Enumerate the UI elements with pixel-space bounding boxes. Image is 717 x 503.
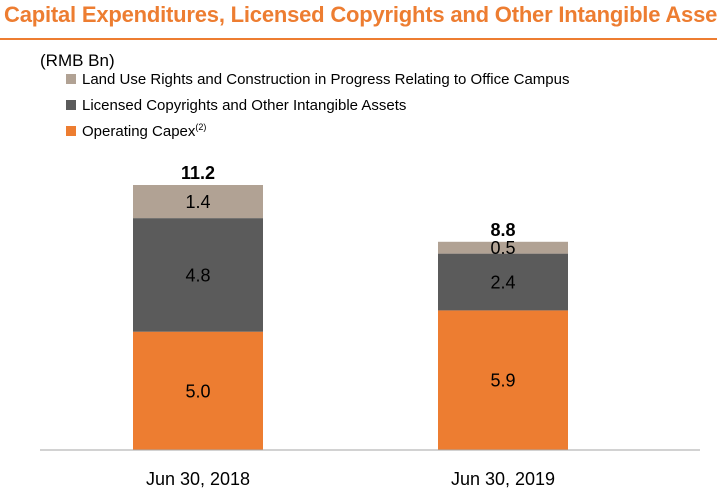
bar-operating-2 bbox=[438, 310, 568, 450]
legend-label-operating: Operating Capex(2) bbox=[82, 122, 206, 140]
data-label-licensed-2: 2.4 bbox=[490, 272, 515, 292]
bar-licensed-1 bbox=[133, 218, 263, 332]
legend-label-operating-text: Operating Capex bbox=[82, 123, 196, 140]
legend-swatch-land-use bbox=[66, 74, 76, 84]
legend-label-licensed: Licensed Copyrights and Other Intangible… bbox=[82, 97, 406, 114]
legend: Land Use Rights and Construction in Prog… bbox=[66, 71, 569, 140]
bars-layer bbox=[133, 185, 568, 450]
legend-swatch-licensed bbox=[66, 100, 76, 110]
data-label-operating-2: 5.9 bbox=[490, 371, 515, 391]
bar-land-use-2 bbox=[438, 241, 568, 254]
unit-label: (RMB Bn) bbox=[40, 51, 115, 70]
x-tick-label-1: Jun 30, 2018 bbox=[146, 469, 250, 489]
chart-title: Capital Expenditures, Licensed Copyright… bbox=[4, 2, 717, 27]
total-label-2: 8.8 bbox=[490, 220, 515, 240]
bar-land-use-1 bbox=[133, 185, 263, 219]
title-divider bbox=[0, 38, 717, 40]
total-label-1: 11.2 bbox=[181, 163, 215, 183]
legend-label-land-use: Land Use Rights and Construction in Prog… bbox=[82, 71, 569, 88]
labels-layer: 5.0 4.8 1.4 11.2 Jun 30, 2018 5.9 2.4 0.58.8 Jun… bbox=[146, 163, 555, 489]
bar-operating-1 bbox=[133, 331, 263, 450]
legend-label-operating-superscript: (2) bbox=[195, 122, 206, 132]
legend-swatch-operating bbox=[66, 126, 76, 136]
data-label-land-use-2: 0.5 bbox=[490, 238, 515, 258]
data-label-licensed-1: 4.8 bbox=[185, 265, 210, 285]
x-tick-label-2: Jun 30, 2019 bbox=[451, 469, 555, 489]
data-label-land-use-1: 1.4 bbox=[185, 192, 210, 212]
bar-licensed-2 bbox=[438, 253, 568, 311]
data-label-operating-1: 5.0 bbox=[185, 381, 210, 401]
